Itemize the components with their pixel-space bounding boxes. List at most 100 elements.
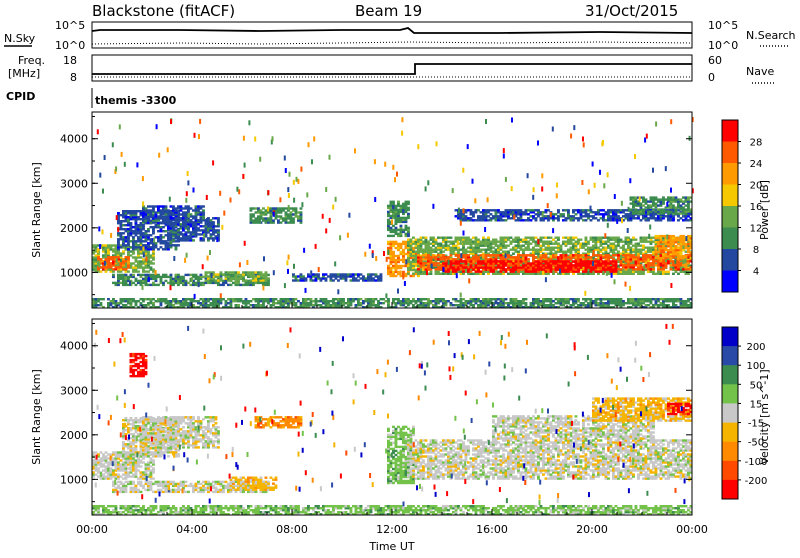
power-cell (672, 196, 675, 198)
power-cell (537, 266, 540, 268)
power-cell (292, 213, 295, 215)
power-cell (575, 241, 578, 243)
power-cell (110, 256, 113, 258)
power-cell (547, 266, 550, 268)
power-cell (635, 256, 638, 258)
power-cell (272, 219, 275, 221)
power-cell (112, 248, 115, 250)
power-cell (567, 209, 570, 211)
power-cell (555, 247, 558, 249)
power-cell (192, 209, 195, 211)
power-cell (487, 266, 490, 268)
power-cell (125, 224, 128, 226)
power-cell (505, 251, 508, 253)
power-cell (177, 217, 180, 219)
power-cell (250, 207, 253, 209)
power-cell (300, 207, 303, 209)
power-cell (250, 271, 253, 273)
power-cell (400, 259, 403, 261)
power-cell (572, 215, 575, 217)
power-cell (400, 225, 403, 227)
power-cell (130, 250, 133, 252)
power-cell (647, 247, 650, 249)
power-cell (555, 254, 558, 256)
power-cell (487, 219, 490, 221)
power-cell (470, 260, 473, 262)
power-cell (320, 277, 323, 279)
power-cell (117, 238, 120, 240)
power-cell (162, 230, 165, 232)
power-cell (262, 279, 265, 281)
power-cell (537, 249, 540, 251)
power-cell (147, 266, 150, 268)
power-cell (665, 271, 668, 273)
power-cell (402, 203, 405, 205)
power-cell (652, 247, 655, 249)
power-cell (620, 257, 623, 259)
power-cell (497, 215, 500, 217)
power-cell (182, 207, 185, 209)
power-cell (587, 247, 590, 249)
power-cell (682, 219, 685, 221)
power-cell (592, 257, 595, 259)
power-cell (560, 260, 563, 262)
power-cell (682, 264, 685, 266)
power-cell (432, 249, 435, 251)
power-cell (267, 217, 270, 219)
power-cell (437, 258, 440, 260)
power-cell (522, 211, 525, 213)
power-cell (472, 273, 475, 275)
power-cell (615, 273, 618, 275)
power-cell (522, 239, 525, 241)
power-cell (630, 254, 633, 256)
power-cell (635, 217, 638, 219)
power-cell (575, 213, 578, 215)
power-cell (622, 209, 625, 211)
power-cell (625, 213, 628, 215)
power-cell (657, 215, 660, 217)
power-cell (447, 241, 450, 243)
power-cell (392, 265, 395, 267)
power-cell (117, 232, 120, 234)
power-cell (465, 209, 468, 211)
power-cell (120, 220, 123, 222)
power-cell (597, 247, 600, 249)
power-cell (677, 209, 680, 211)
power-cell (402, 271, 405, 273)
power-cell (217, 217, 220, 219)
power-cell (177, 274, 180, 276)
power-cell (145, 232, 148, 234)
power-cell (127, 270, 130, 272)
power-cell (170, 233, 173, 235)
power-cell (460, 264, 463, 266)
power-cell (562, 260, 565, 262)
power-cell (127, 248, 130, 250)
power-cell (185, 217, 188, 219)
noise-left-tick-bottom: 10^0 (55, 39, 85, 52)
power-cell (562, 213, 565, 215)
power-cell (442, 237, 445, 239)
power-cell (482, 249, 485, 251)
power-cell (397, 201, 400, 203)
power-cell (610, 243, 613, 245)
power-cell (455, 258, 458, 260)
power-cell (632, 237, 635, 239)
power-cell (415, 251, 418, 253)
power-cell (517, 237, 520, 239)
power-cell (490, 213, 493, 215)
power-cell (142, 224, 145, 226)
power-cell (547, 262, 550, 264)
freq-right-tick-bottom: 0 (708, 71, 715, 84)
power-cell (632, 196, 635, 198)
power-cell (597, 257, 600, 259)
power-cell (557, 237, 560, 239)
power-cell (140, 256, 143, 258)
power-cell (470, 270, 473, 272)
power-cell (162, 248, 165, 250)
power-cell (510, 249, 513, 251)
power-cell (147, 234, 150, 236)
power-cell (190, 207, 193, 209)
power-cell (592, 245, 595, 247)
power-cell (437, 243, 440, 245)
power-cell (407, 239, 410, 241)
